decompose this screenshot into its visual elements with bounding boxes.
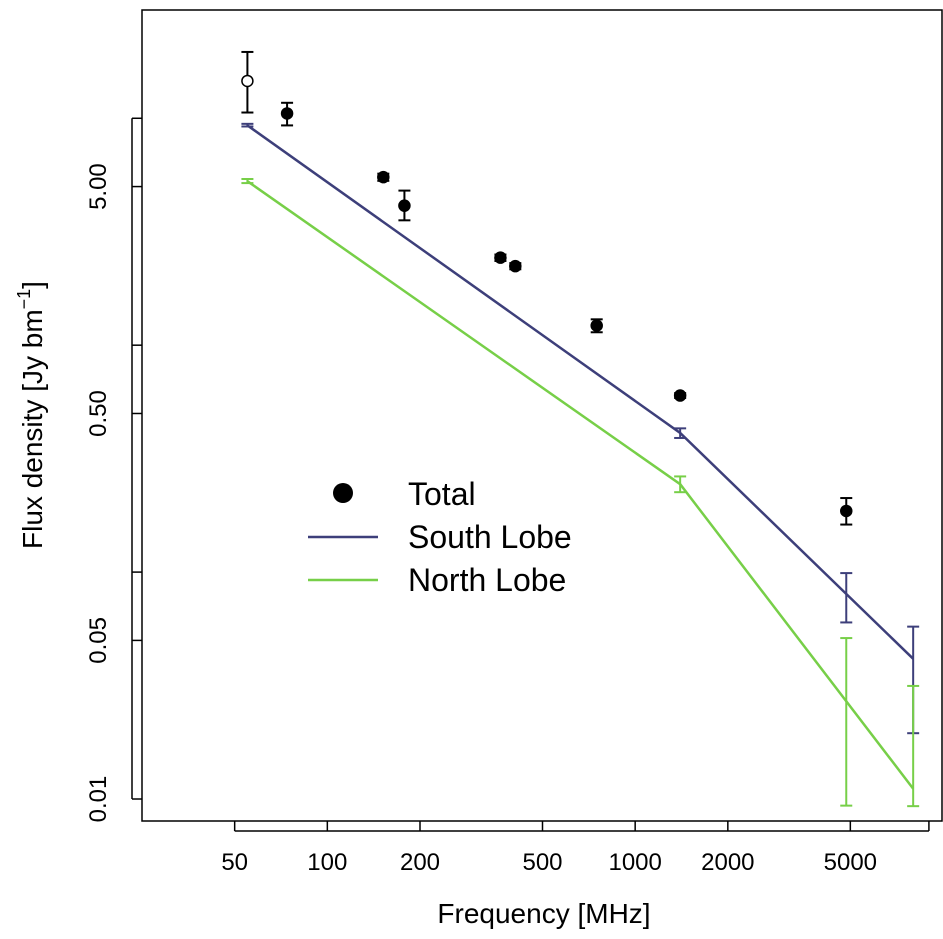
y-axis-label-main: Flux density [Jy bm (17, 309, 48, 549)
total-point-open (241, 74, 254, 88)
total-point (494, 251, 507, 264)
x-tick-label: 100 (307, 849, 347, 876)
total-point (673, 389, 687, 402)
total-point (840, 504, 853, 518)
y-tick-label: 0.50 (85, 390, 112, 437)
x-tick-label: 5000 (824, 849, 877, 876)
y-axis-label-close: ] (17, 281, 48, 289)
total-point (590, 319, 603, 332)
axes-layer: 50 100 200 500 1000 2000 5000 0.01 0.05 0.50 5.00 (85, 9, 943, 876)
y-tick-label: 5.00 (85, 163, 112, 210)
x-tick-label: 200 (400, 849, 440, 876)
total-point (398, 199, 411, 212)
plot-frame (141, 9, 943, 822)
total-point (509, 259, 522, 273)
x-tick-label: 500 (522, 849, 562, 876)
y-axis-label: Flux density [Jy bm−1] (14, 281, 48, 549)
y-tick-label: 0.01 (85, 776, 112, 823)
error-bars-layer (241, 50, 920, 808)
y-tick-label: 0.05 (85, 617, 112, 664)
legend-label-south-lobe: South Lobe (408, 519, 572, 555)
legend-marker-total (333, 483, 353, 503)
x-tick-label: 1000 (608, 849, 661, 876)
y-axis-label-superscript: −1 (14, 289, 34, 310)
legend-label-north-lobe: North Lobe (408, 562, 566, 598)
total-point (280, 107, 294, 120)
data-points-layer (241, 74, 853, 518)
series-lines-layer (246, 124, 915, 790)
x-tick-label: 50 (221, 849, 248, 876)
legend: Total South Lobe North Lobe (308, 476, 572, 598)
legend-label-total: Total (408, 476, 476, 512)
x-axis-label: Frequency [MHz] (437, 898, 650, 929)
x-tick-label: 2000 (701, 849, 754, 876)
total-point (377, 170, 390, 184)
